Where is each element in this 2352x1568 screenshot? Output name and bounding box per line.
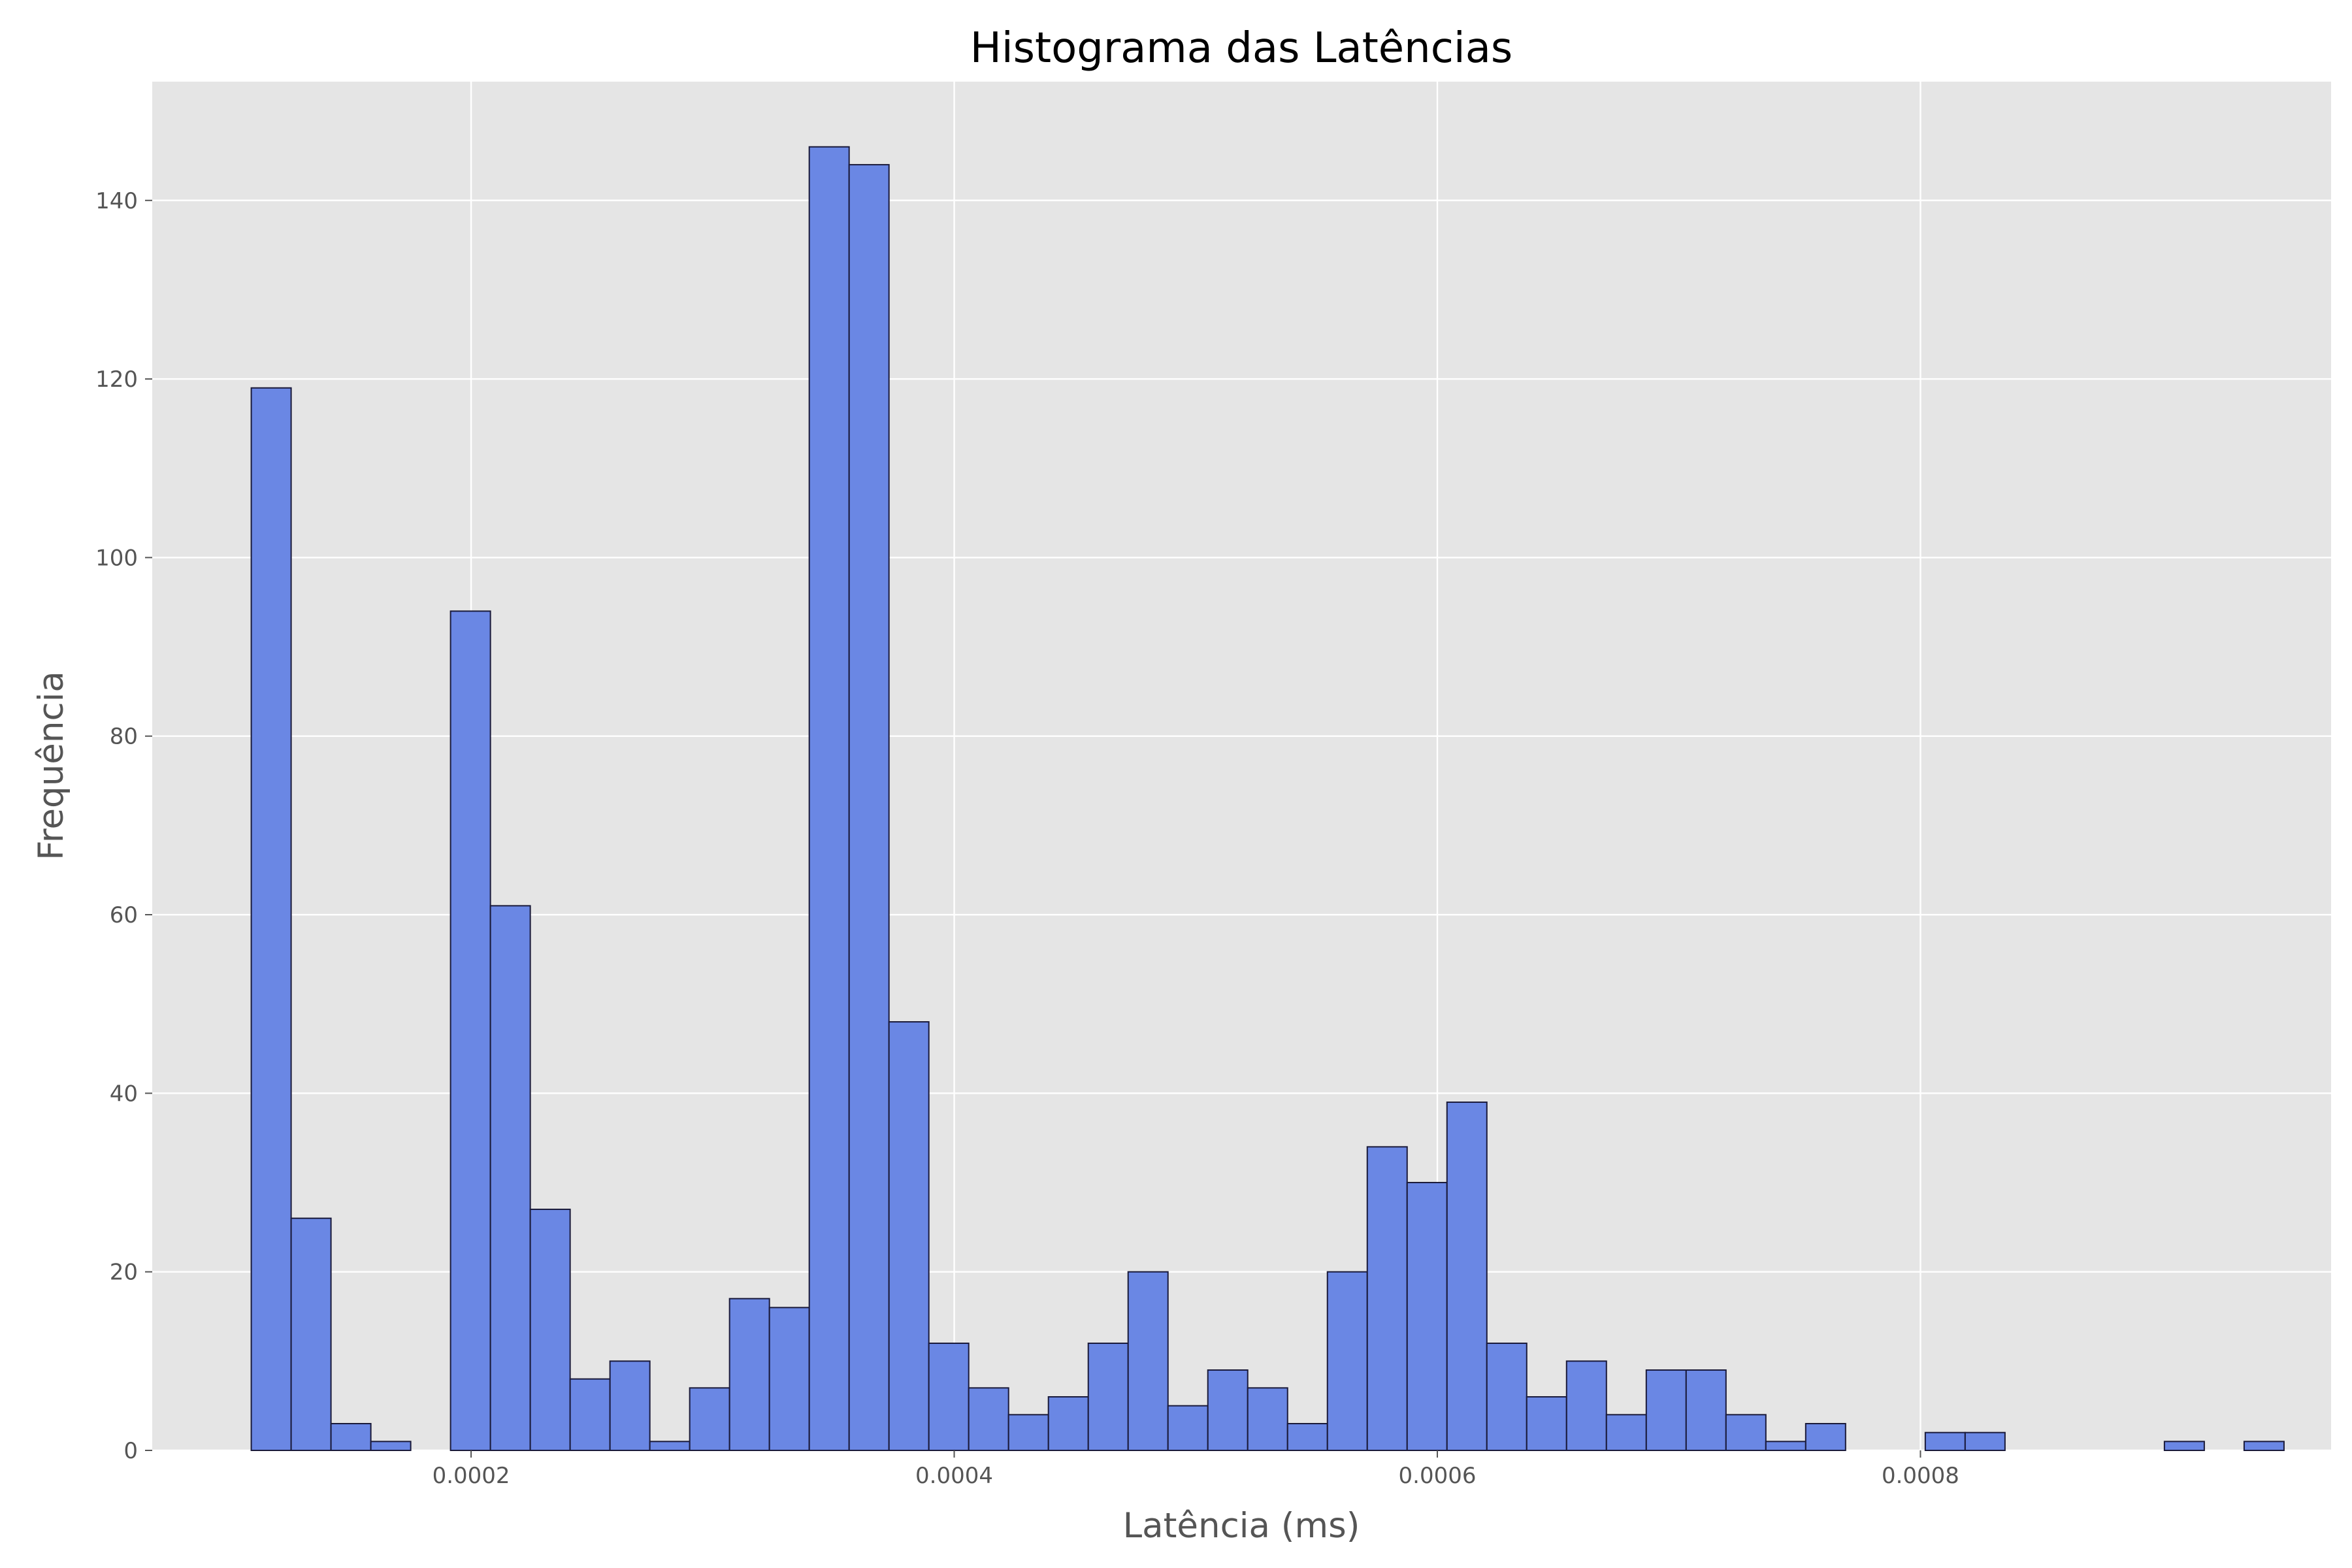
histogram-bar: [848, 164, 890, 1451]
histogram-bar: [449, 610, 491, 1451]
histogram-bar: [1565, 1360, 1607, 1451]
histogram-bar: [1765, 1441, 1806, 1451]
y-axis-label: Frequência: [31, 671, 71, 860]
histogram-bar: [1605, 1414, 1647, 1451]
y-tick-label: 40: [110, 1081, 138, 1107]
y-tick-label: 20: [110, 1260, 138, 1286]
histogram-bar: [489, 905, 531, 1452]
histogram-bar: [1725, 1414, 1767, 1451]
x-tick-label: 0.0008: [1882, 1463, 1959, 1489]
histogram-bars: [250, 146, 2285, 1452]
histogram-bar: [1286, 1423, 1328, 1451]
histogram-bar: [968, 1387, 1009, 1451]
histogram-bar: [689, 1387, 730, 1451]
x-tick-label: 0.0002: [433, 1463, 510, 1489]
x-axis-label: Latência (ms): [1123, 1506, 1360, 1546]
histogram-bar: [1167, 1405, 1209, 1451]
histogram-bar: [888, 1021, 930, 1452]
histogram-bar: [928, 1343, 970, 1451]
histogram-bar: [1366, 1146, 1408, 1451]
x-tick-label: 0.0006: [1399, 1463, 1477, 1489]
histogram-bar: [1486, 1343, 1527, 1451]
histogram-bar: [1007, 1414, 1049, 1451]
histogram-bar: [1924, 1431, 1966, 1451]
histogram-bar: [649, 1441, 691, 1451]
y-tick-label: 120: [95, 367, 138, 393]
histogram-bar: [1326, 1271, 1368, 1451]
y-tick-label: 140: [95, 188, 138, 214]
histogram-bar: [290, 1217, 332, 1451]
histogram-bar: [1685, 1369, 1727, 1451]
y-tick-label: 100: [95, 545, 138, 571]
histogram-bar: [1047, 1396, 1089, 1451]
histogram-bar: [370, 1441, 412, 1451]
histogram-bar: [1087, 1343, 1129, 1451]
histogram-bar: [1964, 1431, 2006, 1451]
grid-lines: [152, 82, 2331, 1452]
y-tick-label: 0: [123, 1438, 138, 1464]
histogram-bar: [1406, 1182, 1448, 1451]
histogram-bar: [1446, 1102, 1488, 1451]
chart-title: Histograma das Latências: [970, 24, 1513, 73]
histogram-bar: [330, 1423, 372, 1451]
y-tick-label: 80: [110, 724, 138, 750]
histogram-bar: [609, 1360, 651, 1451]
histogram-bar: [808, 146, 850, 1451]
histogram-bar: [728, 1298, 770, 1451]
histogram-bar: [768, 1307, 810, 1451]
y-tick-label: 60: [110, 902, 138, 928]
histogram-bar: [529, 1209, 571, 1451]
histogram-bar: [1805, 1423, 1846, 1451]
histogram-bar: [1207, 1369, 1249, 1451]
x-tick-label: 0.0004: [915, 1463, 993, 1489]
histogram-bar: [2243, 1441, 2285, 1451]
histogram-bar: [1526, 1396, 1567, 1451]
histogram-bar: [2163, 1441, 2205, 1451]
axis-ticks: 0 20 40 60 80 100 120 140 0.0002 0.0004 0.0006 0.00…: [95, 188, 1959, 1489]
histogram-bar: [250, 387, 292, 1451]
histogram-bar: [569, 1378, 611, 1451]
histogram-bar: [1247, 1387, 1288, 1451]
histogram-bar: [1127, 1271, 1169, 1451]
histogram-bar: [1645, 1369, 1687, 1451]
